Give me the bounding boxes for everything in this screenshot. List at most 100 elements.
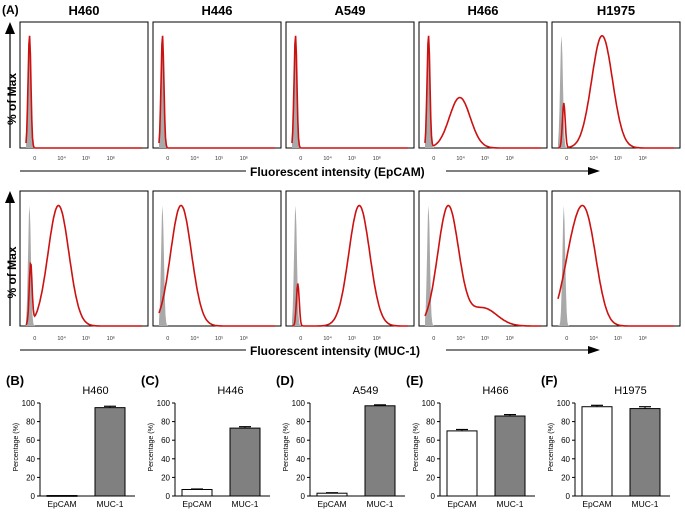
- stain-histogram: [25, 204, 142, 327]
- y-tick-label: 0: [166, 492, 171, 501]
- x-tick-label: MUC-1: [97, 499, 124, 509]
- y-tick-label: 20: [296, 473, 305, 482]
- bar-muc-1: [629, 408, 661, 497]
- bar-chart-h466: (E) H466 Percentage (%) 0 20 40 60 80 100 EpCAM MU…: [406, 373, 535, 509]
- x-tick-label: EpCAM: [47, 499, 76, 509]
- chart-title: H466: [482, 385, 508, 397]
- axis-tick-label: 10⁵: [348, 155, 356, 162]
- bar-epcam: [446, 430, 478, 497]
- axis-tick-label: 0: [299, 156, 302, 162]
- axis-tick-label: 10⁴: [190, 155, 199, 162]
- axis-tick-label: 10⁶: [240, 155, 248, 162]
- y-tick-label: 100: [292, 399, 306, 408]
- panel-label: (F): [541, 373, 558, 388]
- axis-tick-label: 0: [432, 336, 435, 342]
- y-tick-label: 60: [296, 436, 305, 445]
- x-tick-label: EpCAM: [182, 499, 211, 509]
- y-tick-label: 80: [426, 418, 435, 427]
- histogram-panel: [285, 21, 415, 149]
- axis-tick-label: 10⁶: [373, 155, 381, 162]
- axis-tick-label: 10⁶: [506, 155, 514, 162]
- bar-chart-h1975: (F) H1975 Percentage (%) 0 20 40 60 80 100 EpCAM M…: [541, 373, 670, 509]
- y-tick-label: 40: [426, 455, 435, 464]
- chart-title: H1975: [614, 385, 646, 397]
- y-tick-label: 0: [566, 492, 571, 501]
- stain-histogram: [557, 34, 674, 149]
- y-axis-label: Percentage (%): [148, 423, 155, 472]
- stain-histogram: [424, 35, 541, 149]
- axis-tick-label: 0: [299, 336, 302, 342]
- stain-histogram: [557, 204, 674, 327]
- axis-tick-label: 10⁴: [589, 335, 598, 342]
- x-tick-label: MUC-1: [232, 499, 259, 509]
- axis-tick-label: 10⁶: [373, 335, 381, 342]
- axis-tick-label: 0: [432, 156, 435, 162]
- stain-histogram: [158, 204, 275, 327]
- cell-line-header: H466: [467, 3, 498, 18]
- y-tick-label: 60: [426, 436, 435, 445]
- x-tick-label: EpCAM: [582, 499, 611, 509]
- y-tick-label: 60: [561, 436, 570, 445]
- y-axis-label: Percentage (%): [413, 423, 420, 472]
- chart-title: H460: [82, 385, 108, 397]
- axis-tick-label: 10⁵: [614, 155, 622, 162]
- axis-tick-label: 0: [565, 336, 568, 342]
- axis-tick-label: 10⁶: [639, 155, 647, 162]
- bar-muc-1: [229, 427, 261, 497]
- y-tick-label: 60: [26, 436, 35, 445]
- histogram-panel: [418, 21, 548, 149]
- axis-tick-label: 10⁴: [57, 335, 66, 342]
- x-axis-label: Fluorescent intensity (EpCAM): [250, 165, 425, 179]
- axis-tick-label: 10⁴: [323, 155, 332, 162]
- bar-muc-1: [364, 405, 396, 497]
- x-tick-label: EpCAM: [447, 499, 476, 509]
- axis-tick-label: 10⁵: [348, 335, 356, 342]
- bar-epcam: [46, 495, 78, 497]
- y-tick-label: 20: [426, 473, 435, 482]
- histogram-panel: [418, 190, 548, 327]
- axis-tick-label: 10⁴: [456, 335, 465, 342]
- panel-label: (B): [6, 373, 24, 388]
- y-tick-label: 0: [431, 492, 436, 501]
- y-tick-label: 100: [422, 399, 436, 408]
- histogram-panel: [19, 21, 149, 149]
- bar-muc-1: [94, 407, 126, 497]
- histogram-panel: [551, 190, 681, 327]
- cell-line-header: H1975: [597, 3, 635, 18]
- y-tick-label: 40: [161, 455, 170, 464]
- axis-tick-label: 10⁴: [190, 335, 199, 342]
- panel-label: (A): [2, 3, 19, 17]
- x-axis-label: Fluorescent intensity (MUC-1): [250, 344, 420, 358]
- stain-histogram: [291, 204, 408, 327]
- x-tick-label: MUC-1: [632, 499, 659, 509]
- histogram-panel: [152, 21, 282, 149]
- cell-line-header: A549: [334, 3, 365, 18]
- x-axis-label-background: [246, 164, 446, 180]
- stain-histogram: [291, 35, 408, 149]
- axis-tick-label: 10⁶: [107, 155, 115, 162]
- y-axis-arrowhead: [5, 22, 15, 34]
- x-axis-label-background: [246, 343, 446, 359]
- y-tick-label: 20: [561, 473, 570, 482]
- axis-tick-label: 10⁶: [639, 335, 647, 342]
- bar-epcam: [581, 406, 613, 497]
- axis-tick-label: 0: [33, 336, 36, 342]
- y-axis-label: % of Max: [5, 73, 19, 125]
- y-tick-label: 100: [157, 399, 171, 408]
- axis-tick-label: 10⁵: [215, 335, 223, 342]
- chart-title: A549: [353, 385, 379, 397]
- panel-label: (C): [141, 373, 159, 388]
- histogram-panel: [152, 190, 282, 327]
- y-tick-label: 40: [561, 455, 570, 464]
- axis-tick-label: 10⁴: [589, 155, 598, 162]
- y-axis-label: % of Max: [5, 246, 19, 298]
- y-tick-label: 40: [296, 455, 305, 464]
- y-tick-label: 80: [296, 418, 305, 427]
- y-axis-arrowhead: [5, 191, 15, 203]
- y-tick-label: 80: [26, 418, 35, 427]
- muc1-histogram-row: % of Max 0 10⁴ 10⁵ 10⁶ 0 10⁴ 10⁵ 10⁶ 0 10⁴ 10⁵ 10⁶ 0 1…: [5, 190, 681, 359]
- y-tick-label: 100: [557, 399, 571, 408]
- stain-histogram: [158, 35, 275, 149]
- y-tick-label: 80: [561, 418, 570, 427]
- bar-chart-h460: (B) H460 Percentage (%) 0 20 40 60 80 100 EpCAM MU…: [6, 373, 135, 509]
